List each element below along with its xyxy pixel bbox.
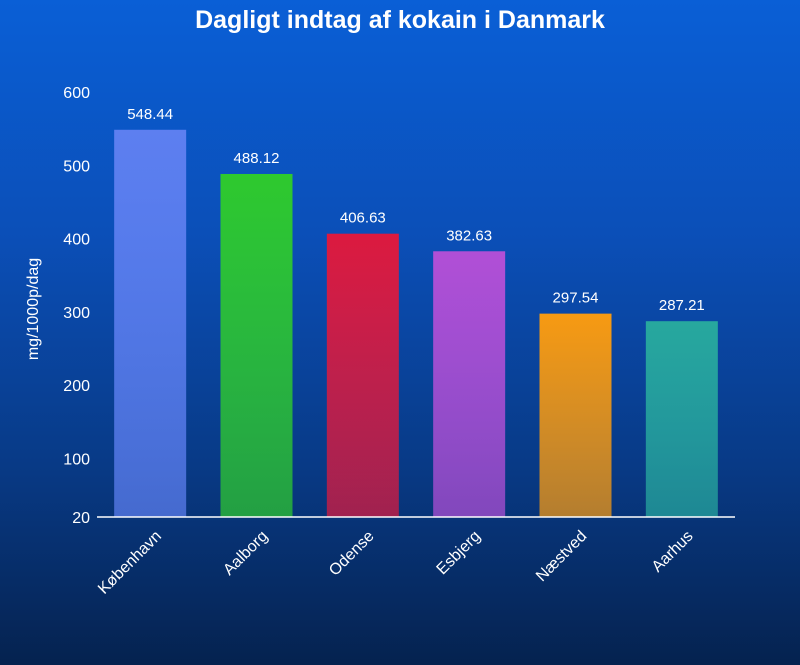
data-label: 548.44: [127, 106, 173, 123]
y-tick-label: 500: [63, 158, 90, 175]
bar: [326, 233, 399, 517]
x-tick-label: Næstved: [533, 528, 590, 585]
chart-title: Dagligt indtag af kokain i Danmark: [195, 6, 605, 34]
data-labels: 548.44 488.12 406.63 382.63 297.54 287.21: [127, 106, 705, 314]
bar: [433, 251, 506, 518]
x-tick-label: Aalborg: [220, 528, 271, 579]
y-tick-label: 300: [63, 305, 90, 322]
data-label: 488.12: [234, 150, 280, 167]
y-axis: 20 100 200 300 400 500 600: [63, 85, 90, 527]
data-label: 297.54: [553, 290, 599, 307]
x-tick-label: København: [95, 528, 165, 598]
y-tick-label: 20: [72, 510, 90, 527]
x-tick-label: Aarhus: [649, 528, 697, 576]
bar: [220, 173, 293, 518]
y-axis-label: mg/1000p/dag: [25, 258, 42, 360]
x-axis: København Aalborg Odense Esbjerg Næstved Aarh…: [95, 528, 697, 598]
y-tick-label: 200: [63, 378, 90, 395]
bar: [539, 313, 612, 517]
x-tick-label: Esbjerg: [434, 528, 484, 578]
y-tick-label: 400: [63, 232, 90, 249]
data-label: 406.63: [340, 210, 386, 227]
bars: [114, 129, 718, 518]
y-tick-label: 100: [63, 451, 90, 468]
bar: [645, 321, 718, 517]
y-tick-label: 600: [63, 85, 90, 102]
bar: [114, 129, 187, 517]
data-label: 287.21: [659, 297, 705, 314]
x-tick-label: Odense: [326, 528, 378, 580]
data-label: 382.63: [446, 227, 492, 244]
